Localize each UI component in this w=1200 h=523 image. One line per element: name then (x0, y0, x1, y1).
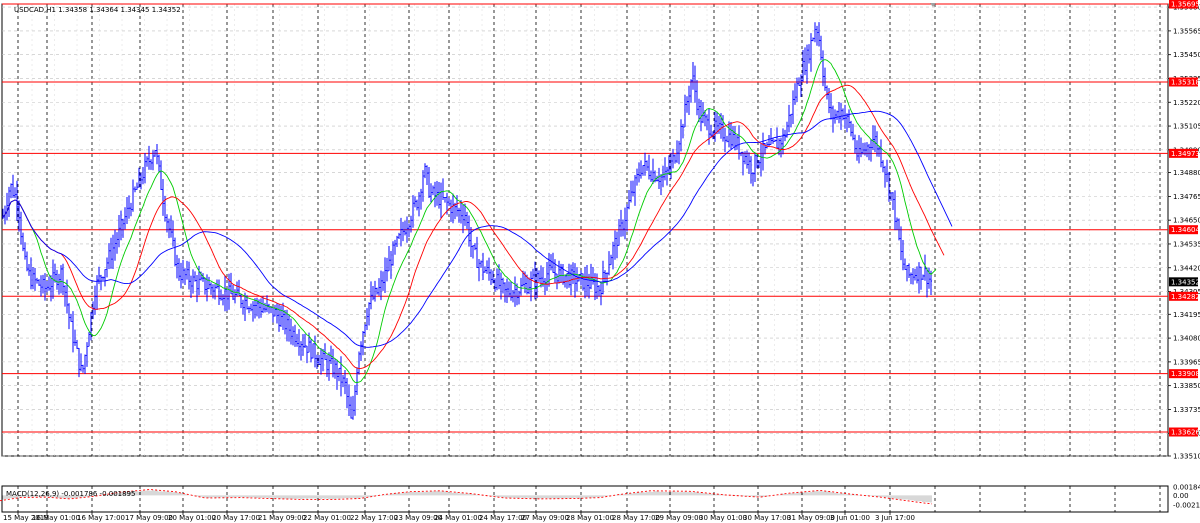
time-tick-label: 15 May 2019 (3, 514, 49, 522)
time-tick-label: 17 May 09:00 (125, 514, 173, 522)
level-price-label: 1.35695 (1171, 1, 1200, 9)
level-price-label-bg (1169, 77, 1198, 87)
time-tick-label: 28 May 17:00 (612, 514, 660, 522)
price-tick-label: 1.34420 (1173, 264, 1200, 272)
time-tick-label: 28 May 01:00 (566, 514, 614, 522)
level-price-label-bg (1169, 225, 1198, 235)
macd-frame (1, 485, 1169, 513)
price-tick-label: 1.34535 (1173, 240, 1200, 248)
macd-tick-label: 0.00 (1173, 492, 1189, 500)
time-tick-label: 16 May 17:00 (77, 514, 125, 522)
level-price-label: 1.33626 (1171, 429, 1200, 437)
level-price-label: 1.34604 (1171, 226, 1200, 234)
price-tick-label: 1.34650 (1173, 217, 1200, 225)
price-tick-label: 1.35565 (1173, 27, 1200, 35)
price-tick-label: 1.33510 (1173, 453, 1200, 461)
time-tick-label: 24 May 01:00 (434, 514, 482, 522)
macd-tick-label: 0.001843 (1173, 484, 1200, 492)
time-tick-label: 3 Jun 17:00 (875, 514, 915, 522)
price-tick-label: 1.34765 (1173, 193, 1200, 201)
time-tick-label: 29 May 09:00 (655, 514, 703, 522)
time-tick-label: 22 May 01:00 (303, 514, 351, 522)
time-tick-label: 31 May 09:00 (787, 514, 835, 522)
macd-tick-label: -0.002145 (1173, 502, 1200, 510)
price-tick-label: 1.33850 (1173, 382, 1200, 390)
time-tick-label: 16 May 01:00 (32, 514, 80, 522)
time-tick-label: 30 May 17:00 (743, 514, 791, 522)
price-tick-label: 1.35105 (1173, 123, 1200, 131)
level-price-label: 1.34282 (1171, 293, 1200, 301)
time-tick-label: 30 May 01:00 (699, 514, 747, 522)
price-tick-label: 1.33965 (1173, 358, 1200, 366)
time-tick-label: 20 May 01:00 (168, 514, 216, 522)
level-price-label-bg (1169, 427, 1198, 437)
moving-average-line (2, 59, 937, 383)
level-price-label-bg (1169, 369, 1198, 379)
time-tick-label: 20 May 17:00 (212, 514, 260, 522)
time-tick-label: 24 May 17:00 (479, 514, 527, 522)
moving-average-line (2, 84, 945, 369)
price-tick-label: 1.34880 (1173, 169, 1200, 177)
time-tick-label: 27 May 09:00 (521, 514, 569, 522)
price-tick-label: 1.33735 (1173, 406, 1200, 414)
level-price-label-bg (1169, 0, 1198, 9)
time-tick-label: 23 May 09:00 (394, 514, 442, 522)
macd-label: MACD(12,26,9) -0.001786 -0.001895 (6, 490, 135, 498)
price-tick-label: 1.35450 (1173, 51, 1200, 59)
current-price-label-bg (1169, 277, 1198, 287)
level-price-label: 1.33908 (1171, 370, 1200, 378)
symbol-info: USDCAD,H1 1.34358 1.34364 1.34345 1.3435… (14, 6, 181, 14)
level-price-label-bg (1169, 148, 1198, 158)
macd-signal-line (0, 489, 933, 505)
level-price-label-bg (1169, 291, 1198, 301)
time-tick-label: 22 May 17:00 (350, 514, 398, 522)
time-tick-label: 21 May 09:00 (258, 514, 306, 522)
level-price-label: 1.35318 (1171, 78, 1200, 86)
price-tick-label: 1.34195 (1173, 311, 1200, 319)
current-price-label: 1.34352 (1171, 278, 1200, 286)
price-tick-label: 1.35220 (1173, 99, 1200, 107)
chart-shift-marker[interactable] (930, 3, 936, 7)
price-tick-label: 1.34080 (1173, 335, 1200, 343)
moving-average-line (2, 110, 953, 348)
time-tick-label: 3 Jun 01:00 (830, 514, 870, 522)
level-price-label: 1.34973 (1171, 150, 1200, 158)
